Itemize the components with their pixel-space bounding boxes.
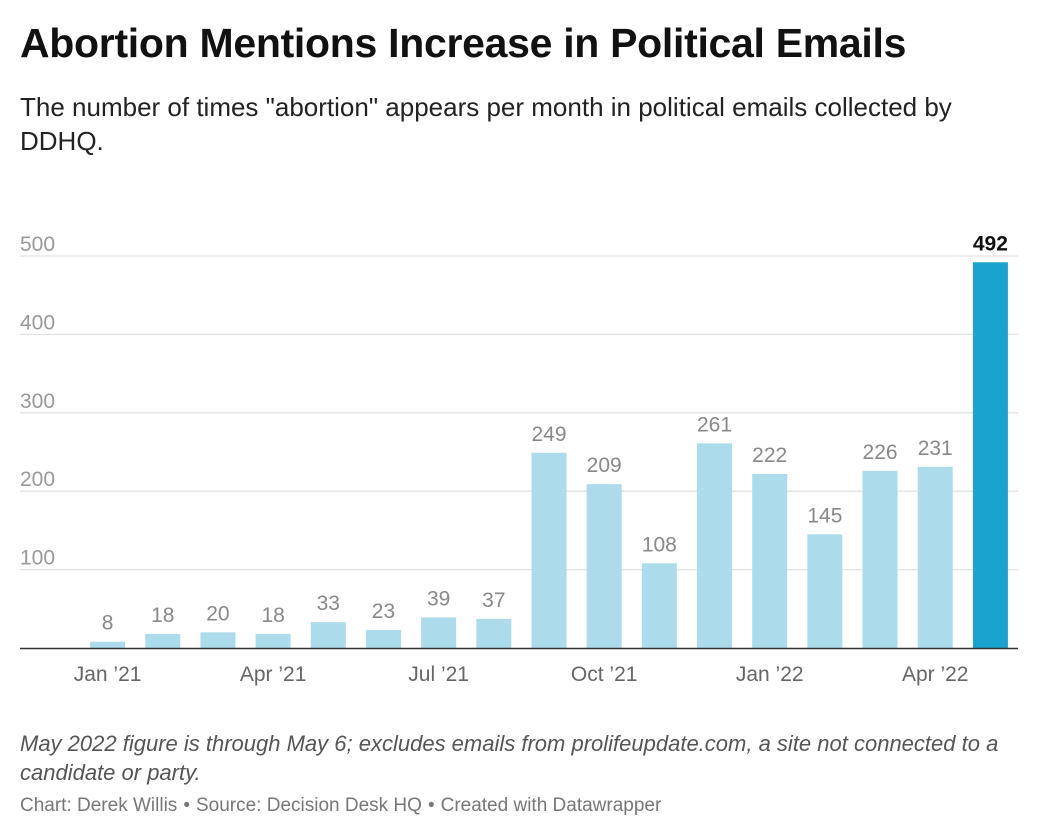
grid-layer: 100 200 300 400 500 <box>20 233 1018 571</box>
footer-created-with: Created with Datawrapper <box>440 795 662 816</box>
bar-mar-21 <box>200 632 236 648</box>
bar-apr-21 <box>255 633 291 648</box>
bar-dec-21 <box>697 443 733 648</box>
bars-layer <box>90 262 1008 648</box>
value-labels-layer: 8 18 20 18 33 23 39 37 249 209 108 261 222 145 226 231 4… <box>102 232 1008 634</box>
value-label: 226 <box>863 441 898 464</box>
bar-chart: 100 200 300 400 500 8 18 20 18 33 23 39 37 249 209 108… <box>20 232 1018 686</box>
value-label: 23 <box>372 600 395 623</box>
y-tick-label: 200 <box>20 468 55 491</box>
value-label: 108 <box>642 533 677 556</box>
bar-jul-21 <box>421 617 457 648</box>
y-tick-label: 300 <box>20 390 55 413</box>
y-tick-label: 400 <box>20 311 55 334</box>
value-label: 261 <box>697 413 732 436</box>
value-label: 492 <box>973 232 1008 255</box>
bar-oct-21 <box>586 484 622 648</box>
bar-sep-21 <box>531 452 567 648</box>
bar-aug-21 <box>476 618 512 648</box>
x-tick-label: Jul ’21 <box>408 663 469 686</box>
bar-feb-21 <box>145 633 181 648</box>
footer-chart-credit: Chart: Derek Willis <box>20 795 178 816</box>
bar-may-22 <box>972 262 1008 648</box>
value-label: 18 <box>151 604 174 627</box>
value-label: 8 <box>102 612 114 635</box>
bar-mar-22 <box>862 470 898 648</box>
value-label: 20 <box>206 602 229 625</box>
bar-apr-22 <box>917 466 953 648</box>
x-tick-label: Jan ’22 <box>736 663 804 686</box>
value-label: 209 <box>587 454 622 477</box>
chart-footer: Chart: Derek Willis • Source: Decision Des… <box>20 795 661 817</box>
value-label: 39 <box>427 587 450 610</box>
bar-nov-21 <box>641 563 677 648</box>
y-tick-label: 100 <box>20 547 55 570</box>
footer-separator: • <box>183 795 190 816</box>
x-tick-label: Apr ’22 <box>902 663 969 686</box>
bar-jun-21 <box>365 629 401 648</box>
y-tick-label: 500 <box>20 233 55 256</box>
value-label: 37 <box>482 589 505 612</box>
footer-separator: • <box>427 795 435 816</box>
value-label: 249 <box>531 423 566 446</box>
x-tick-label: Jan ’21 <box>74 663 142 686</box>
value-label: 33 <box>317 592 340 615</box>
value-label: 231 <box>918 437 953 460</box>
chart-title: Abortion Mentions Increase in Political … <box>20 20 907 66</box>
x-tick-label: Apr ’21 <box>240 663 307 686</box>
chart-subtitle: The number of times "abortion" appears p… <box>20 92 952 156</box>
bar-feb-22 <box>807 534 843 648</box>
footer-source: Source: Decision Desk HQ <box>195 795 422 816</box>
value-label: 145 <box>807 504 842 527</box>
value-label: 222 <box>752 444 787 467</box>
bar-jan-22 <box>752 473 788 648</box>
bar-may-21 <box>310 622 346 648</box>
bar-jan-21 <box>90 641 126 648</box>
x-tick-label: Oct ’21 <box>571 663 638 686</box>
x-axis: Jan ’21 Apr ’21 Jul ’21 Oct ’21 Jan ’22 Apr ’… <box>20 647 1018 686</box>
chart-note: May 2022 figure is through May 6; exclud… <box>20 731 999 785</box>
value-label: 18 <box>261 604 284 627</box>
